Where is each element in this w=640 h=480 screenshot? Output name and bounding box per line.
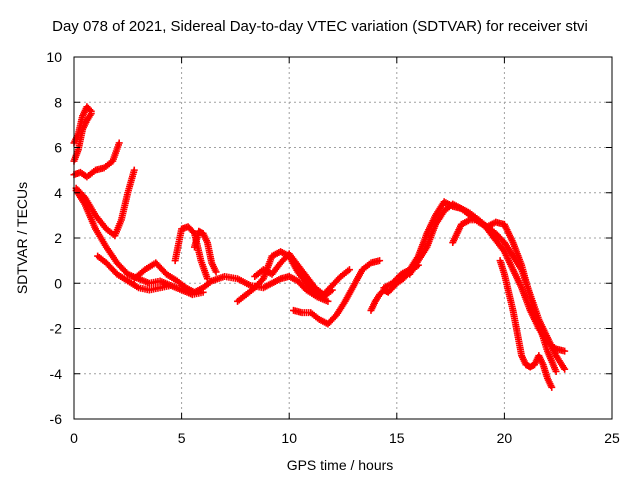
data-point-marker	[552, 367, 560, 375]
series-arc-5	[72, 186, 207, 299]
series-arc-7	[130, 259, 332, 305]
x-tick-label: 0	[70, 430, 78, 446]
series-arc-9	[191, 227, 220, 276]
data-point-marker	[130, 166, 138, 174]
data-point-marker	[345, 266, 353, 274]
data-point-marker	[561, 365, 569, 373]
chart-tick-labels: 0 5 10 15 20 25 -6 -4 -2 0 2 4 6 8 10	[46, 49, 620, 446]
x-tick-label: 10	[281, 430, 297, 446]
data-point-marker	[87, 110, 95, 118]
data-point-marker	[115, 139, 123, 147]
chart-points	[70, 103, 569, 391]
y-tick-label: 8	[54, 94, 62, 110]
series-arc-16	[449, 216, 560, 375]
series-arc-3	[70, 139, 123, 181]
chart-ticks	[73, 56, 613, 420]
series-arc-15	[406, 200, 569, 355]
series-arc-14	[380, 198, 569, 373]
data-point-marker	[376, 257, 384, 265]
x-tick-label: 25	[604, 430, 620, 446]
series-arc-6	[94, 252, 175, 294]
y-tick-label: -4	[50, 366, 63, 382]
data-point-marker	[561, 347, 569, 355]
series-arc-2	[70, 110, 95, 165]
data-point-marker	[212, 268, 220, 276]
data-point-marker	[203, 275, 211, 283]
data-point-marker	[548, 383, 556, 391]
series-arc-11	[251, 250, 353, 299]
y-tick-label: 0	[54, 275, 62, 291]
y-axis-label: SDTVAR / TECUs	[14, 181, 30, 295]
series-arc-8	[171, 223, 211, 283]
data-point-marker	[324, 297, 332, 305]
series-arc-17	[496, 257, 556, 391]
series-arc-12	[290, 257, 384, 328]
y-tick-label: -2	[50, 321, 63, 337]
x-tick-label: 20	[497, 430, 513, 446]
chart-title: Day 078 of 2021, Sidereal Day-to-day VTE…	[52, 18, 588, 35]
y-tick-label: 10	[46, 49, 62, 65]
x-axis-label: GPS time / hours	[286, 457, 394, 473]
y-tick-label: 2	[54, 230, 62, 246]
y-tick-label: -6	[50, 411, 63, 427]
data-point-marker	[167, 282, 175, 290]
y-tick-label: 6	[54, 140, 62, 156]
y-tick-label: 4	[54, 185, 62, 201]
x-tick-label: 15	[389, 430, 405, 446]
x-tick-label: 5	[178, 430, 186, 446]
